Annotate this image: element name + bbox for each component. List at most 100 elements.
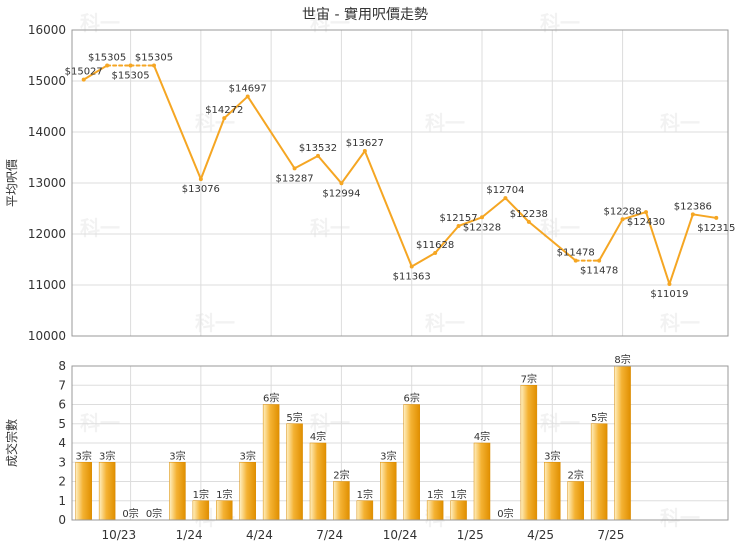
price-data-label: $12288: [603, 206, 641, 217]
count-data-label: 8宗: [614, 353, 630, 366]
price-line-segment: [293, 154, 319, 170]
count-plot-frame: [71, 365, 729, 521]
count-bar: [567, 481, 584, 521]
price-line-segment: [691, 213, 718, 219]
price-point: [409, 264, 414, 269]
price-point: [152, 63, 156, 68]
price-line-segment: [363, 150, 413, 268]
price-point: [362, 149, 367, 154]
watermark-text: 科一: [310, 216, 350, 240]
count-y-tick-label: 2: [58, 475, 66, 489]
count-data-label: 3宗: [76, 449, 92, 462]
count-bar: [520, 385, 538, 521]
count-data-label: 3宗: [169, 449, 185, 462]
price-y-tick-label: 10000: [28, 329, 66, 343]
price-data-label: $12238: [510, 209, 548, 220]
price-data-label: $14272: [205, 105, 243, 116]
count-bar: [426, 500, 444, 521]
price-data-label: $12386: [674, 201, 712, 212]
price-data-label: $13076: [182, 184, 220, 195]
price-chart-grid: [72, 29, 728, 337]
price-data-label: $14697: [229, 83, 267, 94]
price-line-segment: [504, 197, 530, 223]
count-bar: [216, 500, 233, 521]
count-x-tick-label: 10/24: [383, 528, 418, 542]
price-point: [105, 63, 110, 68]
count-bar: [544, 462, 561, 521]
price-point: [433, 250, 438, 255]
count-y-tick-label: 3: [58, 455, 66, 469]
watermark-text: 科一: [195, 311, 235, 335]
price-line-series: [81, 63, 719, 287]
count-data-label: 1宗: [193, 488, 209, 501]
price-data-label: $13627: [346, 138, 384, 149]
watermark-text: 科一: [660, 311, 700, 335]
count-bar: [98, 462, 116, 521]
price-point: [480, 215, 484, 220]
count-chart-axis: 0 1 2 3 4 5 6 7 8 10/23 1/24 4/24 7/24 10/24 1/25 4/25 7…: [58, 359, 729, 542]
count-x-tick-label: 1/24: [176, 528, 203, 542]
price-point: [128, 63, 133, 68]
price-y-tick-label: 14000: [28, 125, 66, 139]
price-data-label: $15305: [135, 52, 173, 63]
price-y-tick-label: 15000: [28, 74, 66, 88]
count-x-tick-label: 10/23: [102, 528, 137, 542]
count-y-tick-label: 8: [58, 359, 66, 373]
count-x-tick-label: 7/24: [316, 528, 343, 542]
count-y-tick-label: 0: [58, 513, 66, 527]
price-point: [81, 77, 86, 82]
price-data-label: $15305: [111, 70, 149, 81]
count-x-tick-label: 4/25: [527, 528, 554, 542]
count-data-label: 6宗: [404, 392, 420, 405]
price-line-segment: [527, 220, 577, 262]
price-data-label: $11478: [580, 266, 618, 277]
watermark-text: 科一: [80, 216, 120, 240]
price-y-tick-label: 12000: [28, 227, 66, 241]
price-point: [292, 166, 297, 171]
price-y-tick-label: 13000: [28, 176, 66, 190]
price-point: [339, 181, 344, 186]
count-data-label: 4宗: [310, 430, 326, 443]
watermark-text: 科一: [425, 111, 465, 135]
watermark-text: 科一: [660, 506, 700, 530]
count-y-tick-label: 4: [58, 436, 66, 450]
watermark-text: 科一: [540, 411, 580, 435]
price-point: [245, 94, 250, 99]
count-data-label: 1宗: [450, 488, 466, 501]
count-y-tick-label: 5: [58, 417, 66, 431]
count-data-label: 1宗: [216, 488, 232, 501]
price-data-label: $13532: [299, 143, 337, 154]
count-bar: [192, 500, 210, 521]
count-data-label: 1宗: [427, 488, 443, 501]
count-data-label: 7宗: [521, 372, 537, 385]
count-bar: [403, 404, 420, 521]
watermark-text: 科一: [80, 11, 120, 35]
count-data-label: 3宗: [380, 449, 396, 462]
count-data-label: 5宗: [286, 411, 302, 424]
price-point: [667, 282, 672, 287]
count-bar: [590, 423, 608, 521]
count-data-label: 4宗: [474, 430, 490, 443]
count-bar: [333, 481, 350, 521]
price-line-segment: [668, 213, 694, 286]
price-chart-axis: 10000 11000 12000 13000 14000 15000 16000: [28, 23, 729, 343]
price-data-labels: $15027 $15305 $15305 $15305 $13076 $14272 $146…: [65, 52, 736, 300]
count-x-tick-label: 4/24: [246, 528, 273, 542]
price-y-tick-label: 11000: [28, 278, 66, 292]
price-point: [316, 153, 320, 158]
count-bar: [450, 500, 467, 521]
price-data-label: $12430: [627, 217, 665, 228]
count-bar: [75, 462, 92, 521]
price-point: [198, 177, 203, 182]
count-bar: [309, 442, 327, 521]
count-bar: [473, 442, 491, 521]
price-point: [690, 212, 695, 217]
count-data-label: 2宗: [333, 469, 349, 482]
price-line-segment: [598, 218, 624, 262]
price-line-segment: [317, 154, 343, 185]
price-data-label: $11628: [416, 240, 454, 251]
count-bar: [169, 462, 186, 521]
price-line-segment: [434, 224, 460, 254]
